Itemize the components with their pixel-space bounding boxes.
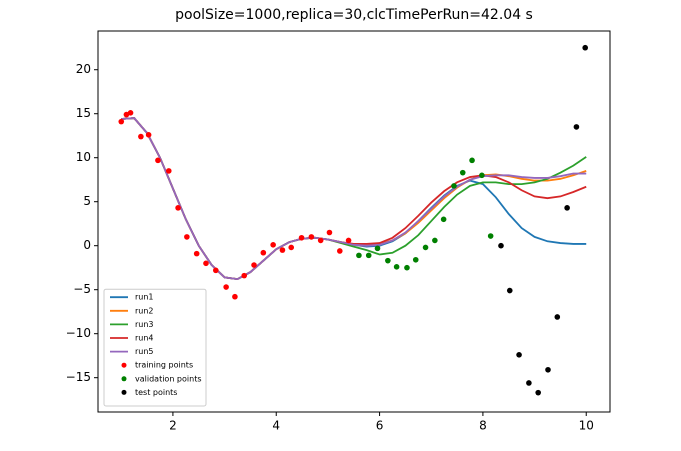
line xyxy=(121,117,587,281)
point xyxy=(175,205,181,211)
point xyxy=(365,252,372,259)
line xyxy=(121,117,587,281)
legend-label: run1 xyxy=(135,293,154,302)
point xyxy=(422,244,429,251)
point xyxy=(288,244,295,251)
legend-label: run2 xyxy=(135,306,154,315)
point xyxy=(451,183,457,189)
line xyxy=(121,117,587,281)
point xyxy=(385,257,391,264)
legend-marker xyxy=(121,376,127,382)
y-tick-label: 5 xyxy=(83,194,91,208)
point xyxy=(498,242,504,249)
x-tick-label: 2 xyxy=(169,419,177,433)
line xyxy=(121,117,587,281)
point xyxy=(573,124,580,130)
point xyxy=(165,168,172,174)
point xyxy=(554,314,561,320)
legend-label: run5 xyxy=(135,347,154,356)
point xyxy=(345,237,352,244)
line xyxy=(121,117,587,281)
point xyxy=(356,252,362,259)
point xyxy=(212,267,219,274)
legend-label: run3 xyxy=(135,320,154,329)
point xyxy=(317,237,324,244)
point xyxy=(232,293,238,300)
legend-marker xyxy=(121,362,127,368)
point xyxy=(487,233,494,239)
y-tick-label: 10 xyxy=(76,150,91,164)
point xyxy=(118,118,125,125)
point xyxy=(260,249,267,256)
point xyxy=(440,216,447,223)
point xyxy=(145,132,152,138)
point xyxy=(203,260,209,267)
point xyxy=(308,234,315,240)
y-tick-label: −10 xyxy=(66,326,91,340)
x-tick-label: 10 xyxy=(579,419,594,433)
point xyxy=(432,237,438,244)
chart-title: poolSize=1000,replica=30,clcTimePerRun=4… xyxy=(175,7,533,23)
legend-box xyxy=(103,288,207,407)
legend: run1 run2 run3 run4 run5 training points valid… xyxy=(103,288,207,407)
point xyxy=(336,248,343,254)
point xyxy=(479,172,485,179)
point xyxy=(459,169,466,176)
point xyxy=(516,352,522,358)
point xyxy=(127,110,134,116)
point xyxy=(138,133,144,140)
x-tick-label: 4 xyxy=(272,419,280,433)
point xyxy=(326,229,333,236)
point xyxy=(582,44,589,51)
point xyxy=(506,287,513,294)
x-tick-label: 6 xyxy=(376,419,384,433)
point xyxy=(412,256,419,263)
point xyxy=(298,234,305,241)
legend-label: validation points xyxy=(135,374,202,383)
point xyxy=(535,389,541,396)
point xyxy=(184,234,190,240)
point xyxy=(564,205,570,211)
point xyxy=(393,264,400,270)
y-tick-label: −15 xyxy=(66,370,91,384)
legend-marker xyxy=(121,389,127,395)
point xyxy=(155,157,161,164)
legend-label: run4 xyxy=(135,334,154,343)
legend-label: training points xyxy=(135,361,193,370)
point xyxy=(545,366,551,373)
y-tick-label: −5 xyxy=(73,282,91,296)
point xyxy=(404,264,410,271)
legend-label: test points xyxy=(135,388,177,397)
axes-frame xyxy=(97,30,611,413)
point xyxy=(241,272,248,279)
y-tick-label: 15 xyxy=(76,106,91,120)
y-tick-label: 0 xyxy=(83,238,91,252)
x-tick-label: 8 xyxy=(479,419,487,433)
y-tick-label: 20 xyxy=(76,62,91,76)
point xyxy=(469,157,475,164)
point xyxy=(223,284,229,290)
point xyxy=(374,245,381,252)
point xyxy=(526,380,532,386)
point xyxy=(193,250,200,257)
point xyxy=(270,242,276,248)
point xyxy=(279,247,286,253)
point xyxy=(251,262,257,268)
